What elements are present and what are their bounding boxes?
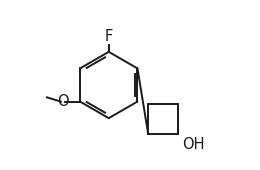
Text: OH: OH [182,137,205,151]
Text: O: O [57,94,69,109]
Text: F: F [105,29,113,44]
